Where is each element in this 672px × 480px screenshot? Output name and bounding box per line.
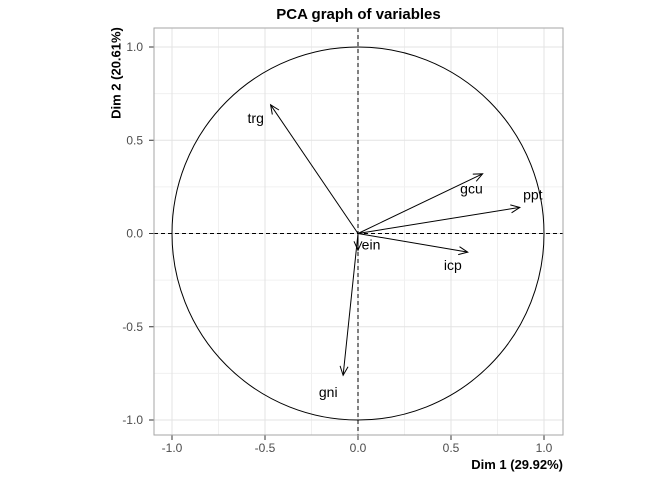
x-axis-title: Dim 1 (29.92%) bbox=[471, 457, 563, 472]
chart-title: PCA graph of variables bbox=[276, 6, 441, 23]
x-tick-label: 1.0 bbox=[536, 441, 553, 455]
y-tick-label: 1.0 bbox=[126, 40, 143, 54]
y-tick-label: 0.0 bbox=[126, 227, 143, 241]
variable-label-gcu: gcu bbox=[460, 181, 483, 197]
x-tick-label: -1.0 bbox=[162, 441, 183, 455]
variable-label-gni: gni bbox=[319, 384, 338, 400]
variable-arrow-trg bbox=[269, 103, 359, 234]
variable-arrow-gcu bbox=[357, 173, 484, 234]
variable-label-trg: trg bbox=[248, 110, 264, 126]
y-tick-label: -0.5 bbox=[122, 320, 143, 334]
x-tick-label: -0.5 bbox=[255, 441, 276, 455]
variable-label-icp: icp bbox=[444, 257, 462, 273]
unit-circle bbox=[171, 46, 545, 421]
variable-arrow-icp bbox=[357, 233, 469, 256]
x-tick-label: 0.5 bbox=[443, 441, 460, 455]
y-tick-label: 0.5 bbox=[126, 133, 143, 147]
panel-border bbox=[153, 27, 564, 436]
variable-arrow-ppt bbox=[357, 204, 522, 234]
variable-label-ein: ein bbox=[362, 237, 381, 253]
y-tick-label: -1.0 bbox=[122, 413, 143, 427]
variable-label-ppt: ppt bbox=[523, 186, 543, 202]
x-tick-label: 0.0 bbox=[350, 441, 367, 455]
variable-arrow-gni bbox=[339, 233, 359, 377]
